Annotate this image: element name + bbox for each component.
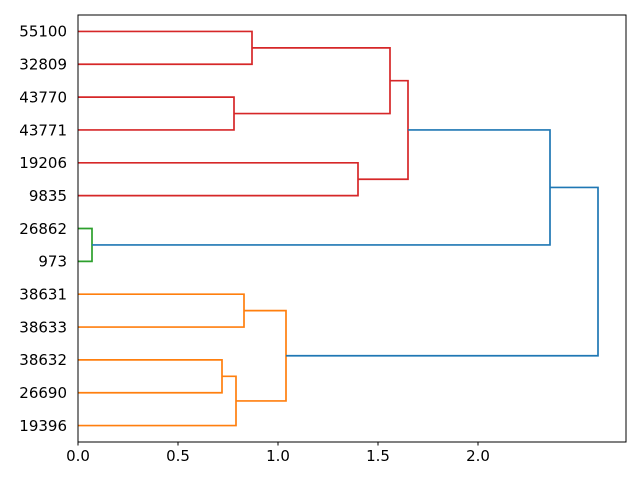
leaf-label: 9835 [29,187,67,205]
leaf-label: 43771 [19,121,67,139]
dendrogram-link [78,359,223,394]
x-tick-label: 0.5 [166,447,190,465]
leaf-label: 26690 [19,384,67,402]
dendrogram-link [78,30,253,66]
dendrogram-link [78,375,237,427]
leaf-label: 38632 [19,351,67,369]
dendrogram-link [358,79,409,181]
dendrogram-link [78,161,359,197]
leaf-label: 26862 [19,220,67,238]
leaf-label: 38631 [19,285,67,303]
dendrogram-link [78,96,235,131]
x-tick-label: 2.0 [466,447,490,465]
leaf-label: 19206 [19,154,67,172]
dendrogram-link [92,129,551,246]
dendrogram-link [78,293,245,328]
dendrogram-link [234,46,391,115]
plot-border [77,14,627,443]
x-tick-label: 1.0 [266,447,290,465]
leaf-label: 32809 [19,56,67,74]
x-tick-label: 1.5 [366,447,390,465]
leaf-label: 973 [38,253,67,271]
x-tick-label: 0.0 [66,447,90,465]
leaf-label: 55100 [19,23,67,41]
leaf-label: 19396 [19,417,67,435]
dendrogram-link [286,186,599,357]
dendrogram-link [78,227,93,263]
leaf-label: 38633 [19,318,67,336]
leaf-label: 43770 [19,88,67,106]
